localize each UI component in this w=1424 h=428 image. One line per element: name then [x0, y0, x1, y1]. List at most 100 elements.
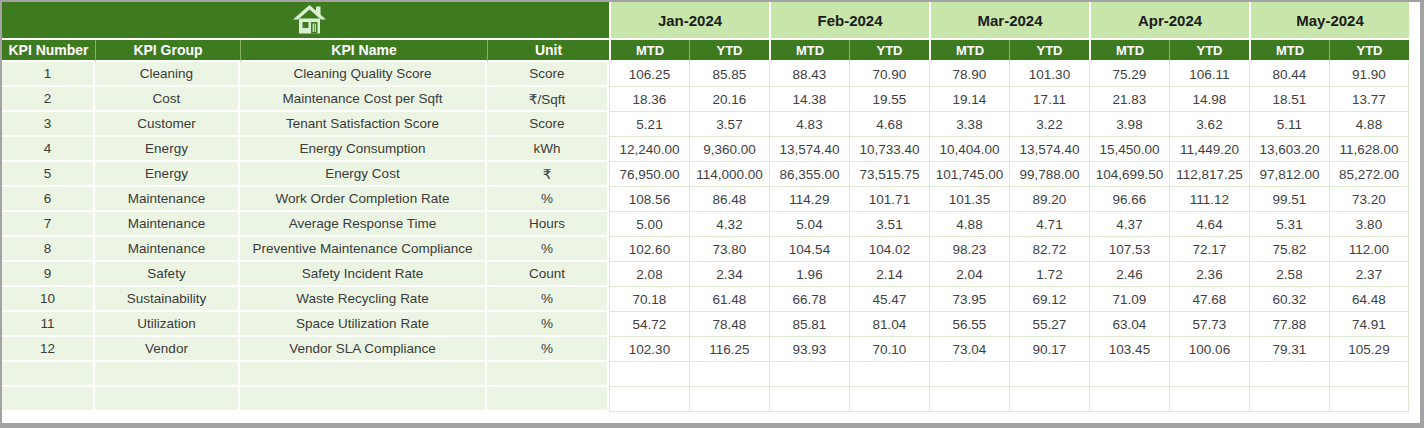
empty-cell[interactable] — [1169, 387, 1249, 412]
kpi-number-cell[interactable]: 7 — [2, 212, 95, 237]
value-cell[interactable]: 104.54 — [769, 237, 849, 262]
value-cell[interactable]: 61.48 — [689, 287, 769, 312]
value-cell[interactable]: 97,812.00 — [1249, 162, 1329, 187]
value-cell[interactable]: 116.25 — [689, 337, 769, 362]
value-cell[interactable]: 73.80 — [689, 237, 769, 262]
kpi-name-cell[interactable]: Safety Incident Rate — [240, 262, 487, 287]
empty-cell[interactable] — [1089, 362, 1169, 387]
value-cell[interactable]: 85.85 — [689, 62, 769, 87]
value-cell[interactable]: 106.25 — [609, 62, 689, 87]
value-cell[interactable]: 70.90 — [849, 62, 929, 87]
empty-cell[interactable] — [1329, 362, 1409, 387]
value-cell[interactable]: 2.04 — [929, 262, 1009, 287]
value-cell[interactable]: 64.48 — [1329, 287, 1409, 312]
subcolumn-header[interactable]: MTD — [1249, 40, 1329, 62]
empty-cell[interactable] — [929, 362, 1009, 387]
value-cell[interactable]: 82.72 — [1009, 237, 1089, 262]
empty-cell[interactable] — [1169, 362, 1249, 387]
value-cell[interactable]: 73.95 — [929, 287, 1009, 312]
value-cell[interactable]: 114,000.00 — [689, 162, 769, 187]
empty-cell[interactable] — [240, 362, 487, 387]
value-cell[interactable]: 13,574.40 — [1009, 137, 1089, 162]
value-cell[interactable]: 2.46 — [1089, 262, 1169, 287]
value-cell[interactable]: 17.11 — [1009, 87, 1089, 112]
value-cell[interactable]: 72.17 — [1169, 237, 1249, 262]
value-cell[interactable]: 4.32 — [689, 212, 769, 237]
value-cell[interactable]: 5.11 — [1249, 112, 1329, 137]
empty-cell[interactable] — [1009, 362, 1089, 387]
subcolumn-header[interactable]: YTD — [849, 40, 929, 62]
value-cell[interactable]: 99,788.00 — [1009, 162, 1089, 187]
value-cell[interactable]: 5.31 — [1249, 212, 1329, 237]
kpi-name-cell[interactable]: Waste Recycling Rate — [240, 287, 487, 312]
value-cell[interactable]: 21.83 — [1089, 87, 1169, 112]
kpi-name-cell[interactable]: Maintenance Cost per Sqft — [240, 87, 487, 112]
value-cell[interactable]: 91.90 — [1329, 62, 1409, 87]
empty-cell[interactable] — [689, 362, 769, 387]
value-cell[interactable]: 100.06 — [1169, 337, 1249, 362]
kpi-group-cell[interactable]: Energy — [95, 162, 240, 187]
value-cell[interactable]: 4.83 — [769, 112, 849, 137]
value-cell[interactable]: 45.47 — [849, 287, 929, 312]
value-cell[interactable]: 101.30 — [1009, 62, 1089, 87]
empty-cell[interactable] — [95, 387, 240, 412]
value-cell[interactable]: 2.14 — [849, 262, 929, 287]
value-cell[interactable]: 107.53 — [1089, 237, 1169, 262]
kpi-unit-cell[interactable]: ₹ — [487, 162, 609, 187]
value-cell[interactable]: 85,272.00 — [1329, 162, 1409, 187]
value-cell[interactable]: 3.51 — [849, 212, 929, 237]
value-cell[interactable]: 88.43 — [769, 62, 849, 87]
empty-cell[interactable] — [487, 362, 609, 387]
value-cell[interactable]: 75.29 — [1089, 62, 1169, 87]
value-cell[interactable]: 70.18 — [609, 287, 689, 312]
empty-cell[interactable] — [769, 362, 849, 387]
value-cell[interactable]: 96.66 — [1089, 187, 1169, 212]
kpi-number-cell[interactable]: 8 — [2, 237, 95, 262]
kpi-number-cell[interactable]: 12 — [2, 337, 95, 362]
value-cell[interactable]: 103.45 — [1089, 337, 1169, 362]
kpi-unit-cell[interactable]: % — [487, 337, 609, 362]
subcolumn-header[interactable]: MTD — [1089, 40, 1169, 62]
value-cell[interactable]: 57.73 — [1169, 312, 1249, 337]
value-cell[interactable]: 5.04 — [769, 212, 849, 237]
empty-cell[interactable] — [849, 362, 929, 387]
value-cell[interactable]: 19.14 — [929, 87, 1009, 112]
value-cell[interactable]: 85.81 — [769, 312, 849, 337]
kpi-number-cell[interactable]: 4 — [2, 137, 95, 162]
value-cell[interactable]: 3.38 — [929, 112, 1009, 137]
column-header[interactable]: KPI Name — [240, 40, 487, 62]
value-cell[interactable]: 78.48 — [689, 312, 769, 337]
value-cell[interactable]: 86.48 — [689, 187, 769, 212]
empty-cell[interactable] — [1089, 387, 1169, 412]
value-cell[interactable]: 73.20 — [1329, 187, 1409, 212]
value-cell[interactable]: 104.02 — [849, 237, 929, 262]
value-cell[interactable]: 12,240.00 — [609, 137, 689, 162]
value-cell[interactable]: 105.29 — [1329, 337, 1409, 362]
column-header[interactable]: KPI Number — [2, 40, 95, 62]
month-header[interactable]: Mar-2024 — [929, 2, 1089, 40]
value-cell[interactable]: 4.37 — [1089, 212, 1169, 237]
kpi-group-cell[interactable]: Cleaning — [95, 62, 240, 87]
subcolumn-header[interactable]: MTD — [929, 40, 1009, 62]
column-header[interactable]: KPI Group — [95, 40, 240, 62]
value-cell[interactable]: 2.58 — [1249, 262, 1329, 287]
value-cell[interactable]: 15,450.00 — [1089, 137, 1169, 162]
empty-cell[interactable] — [1329, 387, 1409, 412]
column-header[interactable]: Unit — [487, 40, 609, 62]
kpi-group-cell[interactable]: Safety — [95, 262, 240, 287]
value-cell[interactable]: 80.44 — [1249, 62, 1329, 87]
value-cell[interactable]: 101.71 — [849, 187, 929, 212]
value-cell[interactable]: 78.90 — [929, 62, 1009, 87]
subcolumn-header[interactable]: YTD — [1329, 40, 1409, 62]
value-cell[interactable]: 89.20 — [1009, 187, 1089, 212]
empty-cell[interactable] — [487, 387, 609, 412]
value-cell[interactable]: 11,628.00 — [1329, 137, 1409, 162]
kpi-number-cell[interactable]: 11 — [2, 312, 95, 337]
empty-cell[interactable] — [2, 387, 95, 412]
kpi-number-cell[interactable]: 10 — [2, 287, 95, 312]
value-cell[interactable]: 54.72 — [609, 312, 689, 337]
kpi-name-cell[interactable]: Vendor SLA Compliance — [240, 337, 487, 362]
value-cell[interactable]: 3.98 — [1089, 112, 1169, 137]
value-cell[interactable]: 71.09 — [1089, 287, 1169, 312]
value-cell[interactable]: 18.36 — [609, 87, 689, 112]
